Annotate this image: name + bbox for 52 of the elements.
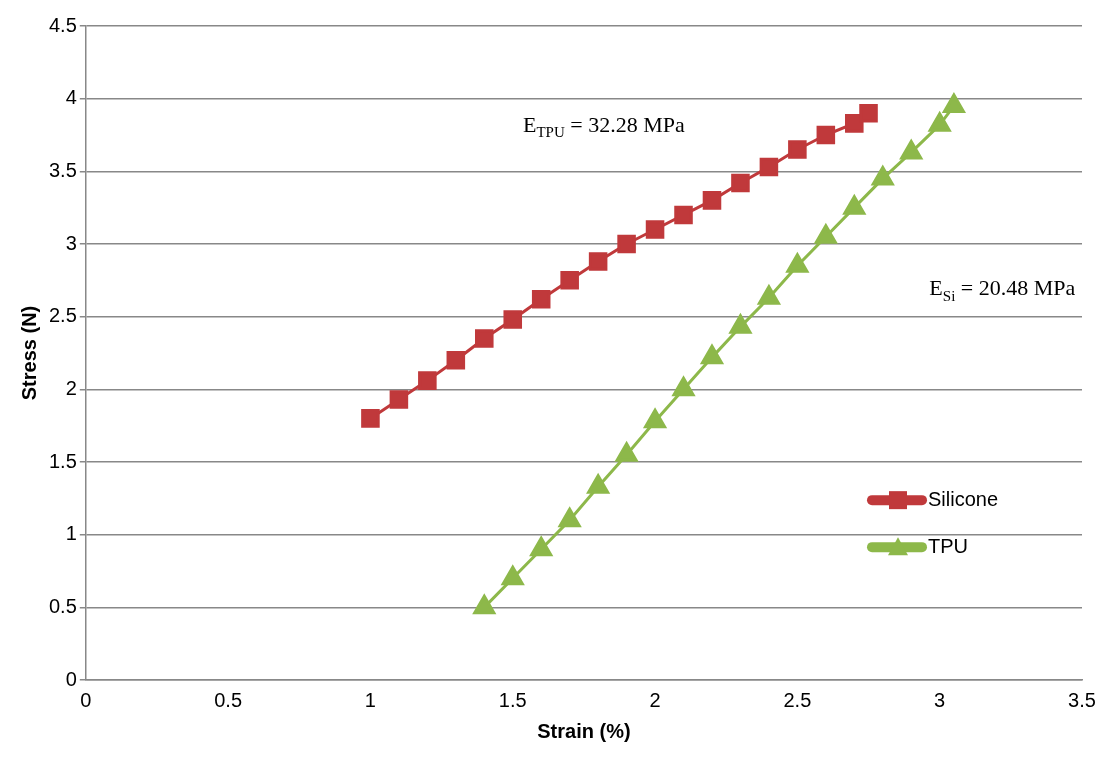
point (560, 271, 579, 290)
point (645, 220, 665, 239)
y-tick-label: 0 (65, 667, 77, 690)
y-tick-label: 0.5 (48, 594, 77, 617)
point (361, 409, 380, 428)
y-tick-label: 1 (65, 522, 77, 545)
point (389, 390, 409, 409)
y-tick-label: 3.5 (48, 158, 77, 181)
y-tick-label: 2.5 (48, 304, 77, 327)
point (587, 474, 610, 494)
x-tick-label: 3 (934, 688, 946, 711)
x-axis-title: Strain (%) (537, 719, 631, 742)
point (588, 252, 608, 271)
point (759, 157, 779, 177)
point (731, 173, 750, 193)
point (446, 350, 466, 370)
y-tick-label: 2 (65, 376, 77, 399)
point (501, 565, 524, 586)
point (615, 442, 638, 462)
x-tick-label: 0.5 (214, 688, 243, 711)
x-tick-label: 3.5 (1068, 688, 1096, 711)
point (475, 329, 494, 348)
point (700, 344, 724, 365)
y-tick-label: 4.5 (48, 13, 77, 36)
y-tick-label: 4 (65, 86, 77, 109)
legend-label: Silicone (928, 487, 999, 510)
y-tick-label: 3 (65, 231, 77, 254)
point (816, 125, 836, 145)
point (473, 594, 496, 615)
point (845, 114, 864, 133)
point (788, 140, 807, 159)
point (617, 234, 636, 254)
point (503, 310, 523, 329)
x-tick-label: 1 (364, 688, 376, 711)
point (757, 285, 780, 305)
point (530, 536, 553, 557)
point (729, 314, 752, 334)
point (558, 507, 581, 528)
point (859, 103, 878, 123)
point (531, 289, 551, 309)
x-tick-label: 2 (649, 688, 661, 711)
legend-label: TPU (928, 534, 968, 557)
point (674, 205, 693, 225)
x-tick-label: 1.5 (498, 688, 527, 711)
point (418, 371, 437, 390)
y-tick-label: 1.5 (48, 449, 77, 472)
y-axis-title: Stress (N) (17, 305, 40, 401)
point (644, 408, 667, 429)
x-tick-label: 0 (80, 688, 92, 711)
point (702, 191, 722, 210)
point (672, 376, 695, 397)
x-tick-label: 2.5 (783, 688, 812, 711)
